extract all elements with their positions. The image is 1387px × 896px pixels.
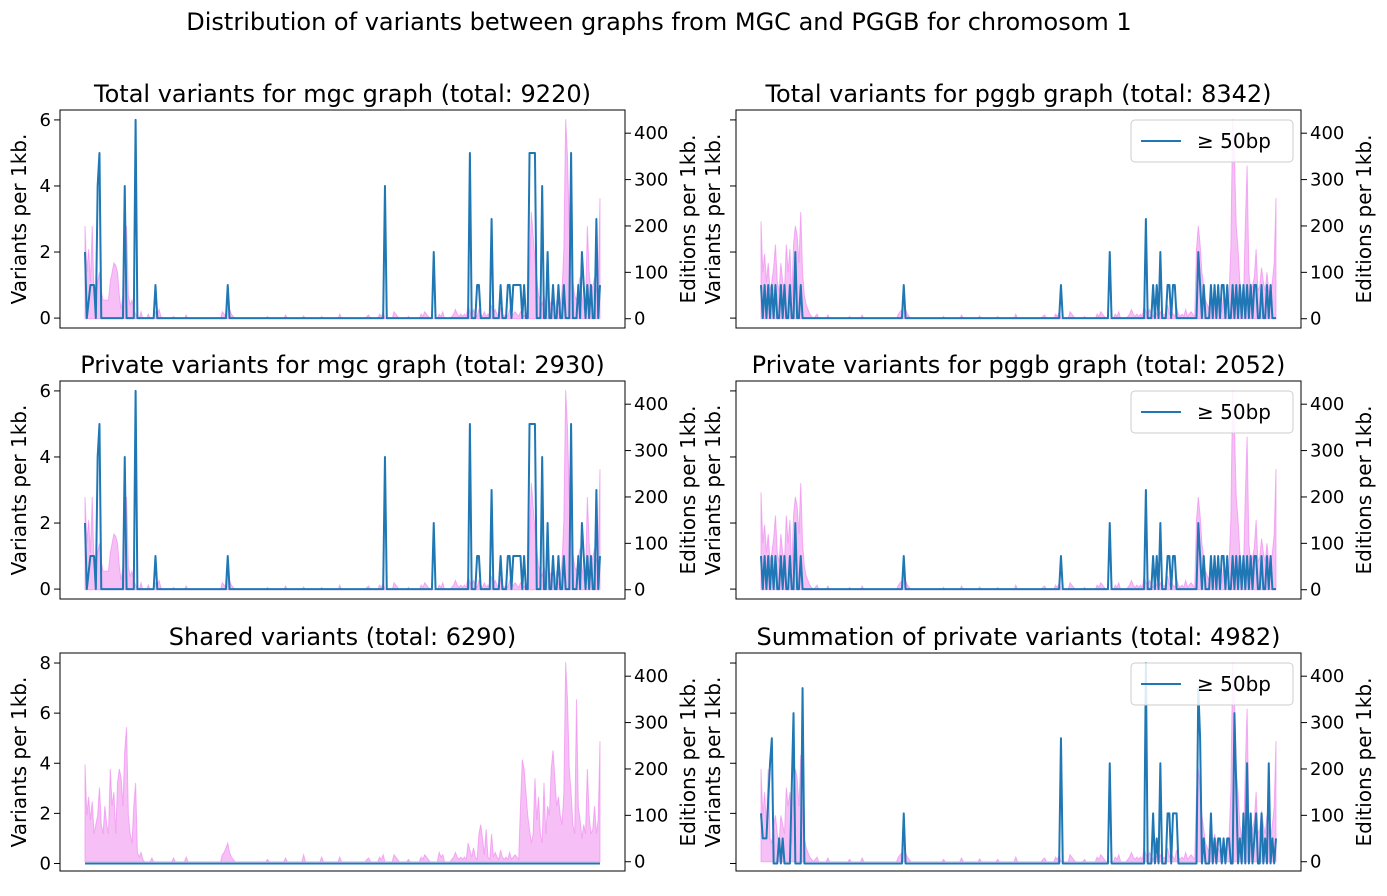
- variants-line: [760, 662, 1277, 865]
- y-right-tick-label: 200: [634, 216, 668, 237]
- variants-line: [84, 389, 601, 591]
- y-tick-label: 2: [40, 803, 51, 824]
- y-right-tick-label: 200: [634, 759, 668, 780]
- subplot-title: Private variants for mgc graph (total: 2…: [80, 351, 605, 379]
- axes-frame: [735, 380, 1302, 600]
- y-axis-label: Variants per 1kb.: [7, 677, 31, 848]
- legend-box: [1130, 390, 1294, 434]
- editions-area: [84, 662, 601, 863]
- y-right-tick-label: 400: [1310, 394, 1344, 415]
- y-right-tick-label: 400: [1310, 123, 1344, 144]
- y-right-tick-label: 100: [1310, 533, 1344, 554]
- axes-frame: [59, 652, 626, 872]
- legend: ≥ 50bp: [1130, 662, 1294, 706]
- axes-frame: [735, 109, 1302, 329]
- y-tick-label: 0: [40, 853, 51, 874]
- y-tick-label: 0: [40, 308, 51, 329]
- subplot: Private variants for mgc graph (total: 2…: [7, 351, 700, 601]
- y-right-tick-label: 0: [634, 309, 645, 330]
- legend-label: ≥ 50bp: [1197, 400, 1271, 424]
- subplot-title: Total variants for mgc graph (total: 922…: [93, 80, 591, 108]
- y-right-axis-label: Editions per 1kb.: [1352, 406, 1376, 575]
- y-right-tick-label: 0: [634, 852, 645, 873]
- y-right-tick-label: 300: [1310, 441, 1344, 462]
- legend: ≥ 50bp: [1130, 119, 1294, 163]
- subplot-title: Summation of private variants (total: 49…: [756, 623, 1280, 651]
- y-tick-label: 2: [40, 513, 51, 534]
- y-tick-label: 0: [40, 579, 51, 600]
- y-tick-label: 4: [40, 753, 51, 774]
- y-axis-label: Variants per 1kb.: [7, 405, 31, 576]
- subplot: Private variants for pggb graph (total: …: [701, 351, 1376, 601]
- legend-label: ≥ 50bp: [1197, 672, 1271, 696]
- legend-label: ≥ 50bp: [1197, 129, 1271, 153]
- legend-box: [1130, 662, 1294, 706]
- y-right-tick-label: 300: [634, 441, 668, 462]
- subplot: Shared variants (total: 6290) 0 2 4 6 8 0 100 20…: [7, 623, 700, 874]
- y-right-tick-label: 300: [1310, 170, 1344, 191]
- y-tick-label: 4: [40, 447, 51, 468]
- y-axis-label: Variants per 1kb.: [701, 677, 725, 848]
- y-right-tick-label: 100: [634, 805, 668, 826]
- subplot-title: Total variants for pggb graph (total: 83…: [764, 80, 1271, 108]
- subplot: Total variants for mgc graph (total: 922…: [7, 80, 700, 330]
- y-right-tick-label: 0: [634, 580, 645, 601]
- variants-line: [760, 218, 1276, 320]
- y-axis-label: Variants per 1kb.: [701, 405, 725, 576]
- y-right-tick-label: 100: [1310, 262, 1344, 283]
- y-right-axis-label: Editions per 1kb.: [676, 678, 700, 847]
- y-tick-label: 4: [40, 176, 51, 197]
- y-right-tick-label: 100: [1310, 805, 1344, 826]
- y-tick-label: 2: [40, 242, 51, 263]
- y-right-tick-label: 200: [634, 487, 668, 508]
- y-axis-label: Variants per 1kb.: [701, 134, 725, 305]
- y-right-axis-label: Editions per 1kb.: [1352, 135, 1376, 304]
- axes-frame: [735, 652, 1302, 872]
- y-right-tick-label: 400: [634, 666, 668, 687]
- y-right-tick-label: 0: [1310, 852, 1321, 873]
- figure-suptitle: Distribution of variants between graphs …: [186, 8, 1131, 36]
- y-tick-label: 8: [40, 653, 51, 674]
- variants-line: [760, 489, 1276, 591]
- y-right-tick-label: 200: [1310, 759, 1344, 780]
- y-right-tick-label: 400: [634, 123, 668, 144]
- y-right-tick-label: 100: [634, 262, 668, 283]
- subplot: Summation of private variants (total: 49…: [701, 623, 1376, 873]
- y-right-tick-label: 0: [1310, 580, 1321, 601]
- y-right-axis-label: Editions per 1kb.: [676, 406, 700, 575]
- y-right-tick-label: 300: [634, 170, 668, 191]
- axes-frame: [59, 109, 626, 329]
- y-tick-label: 6: [40, 110, 51, 131]
- y-right-axis-label: Editions per 1kb.: [1352, 678, 1376, 847]
- legend-box: [1130, 119, 1294, 163]
- axes-frame: [59, 380, 626, 600]
- y-axis-label: Variants per 1kb.: [7, 134, 31, 305]
- y-right-axis-label: Editions per 1kb.: [676, 135, 700, 304]
- y-right-tick-label: 400: [634, 394, 668, 415]
- y-right-tick-label: 200: [1310, 216, 1344, 237]
- y-right-tick-label: 100: [634, 533, 668, 554]
- y-tick-label: 6: [40, 703, 51, 724]
- subplot-title: Private variants for pggb graph (total: …: [752, 351, 1286, 379]
- y-right-tick-label: 0: [1310, 309, 1321, 330]
- subplot-title: Shared variants (total: 6290): [169, 623, 516, 651]
- y-right-tick-label: 300: [634, 713, 668, 734]
- legend: ≥ 50bp: [1130, 390, 1294, 434]
- subplot-grid: Total variants for mgc graph (total: 922…: [7, 80, 1376, 874]
- variants-line: [84, 118, 601, 320]
- y-right-tick-label: 300: [1310, 713, 1344, 734]
- subplot: Total variants for pggb graph (total: 83…: [701, 80, 1376, 330]
- y-tick-label: 6: [40, 381, 51, 402]
- y-right-tick-label: 200: [1310, 487, 1344, 508]
- y-right-tick-label: 400: [1310, 666, 1344, 687]
